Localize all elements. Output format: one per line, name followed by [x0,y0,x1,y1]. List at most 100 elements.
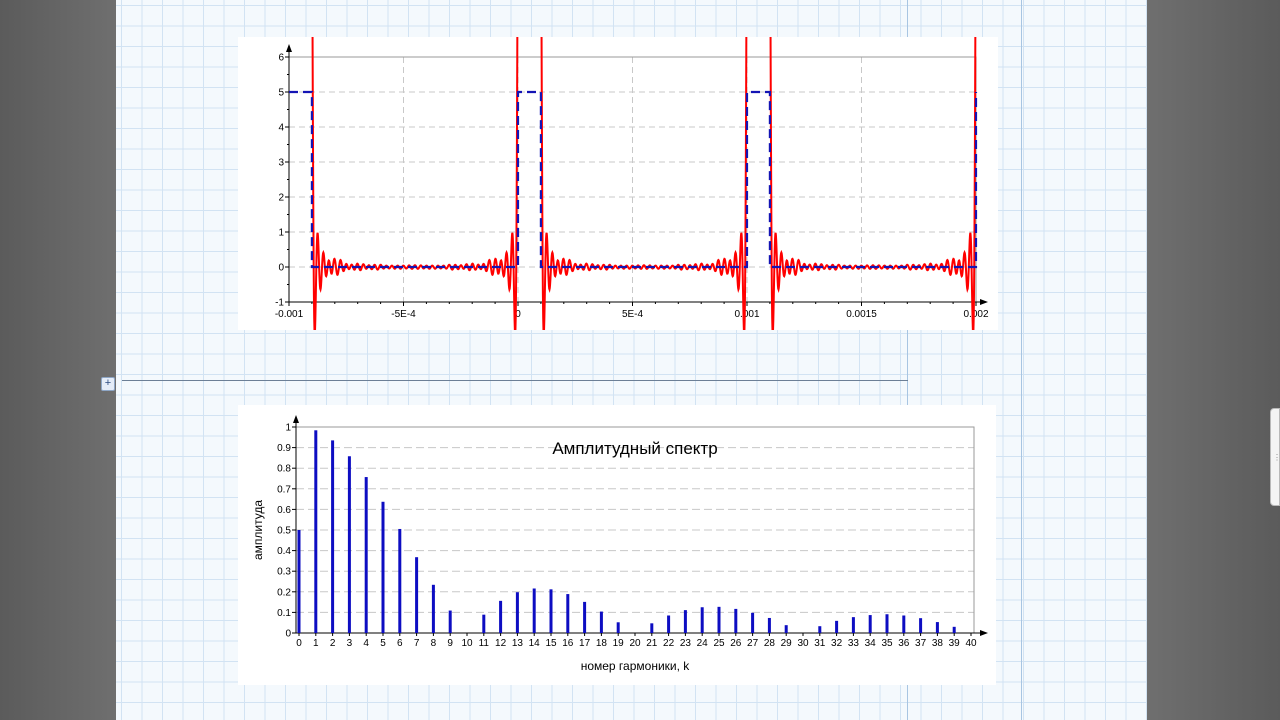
x-axis-arrow [980,630,988,636]
spectrum-bar [784,625,788,633]
spectrum-bar [616,622,620,633]
y-axis-label: амплитуда [251,500,265,560]
x-tick-label: 35 [881,638,893,649]
x-tick-label: 23 [680,638,692,649]
spectrum-bar [448,610,452,633]
y-tick-label: 6 [278,53,284,64]
x-tick-label: 0.0015 [846,309,877,320]
x-tick-label: 8 [431,638,437,649]
spectrum-bar [347,456,351,633]
x-tick-label: 20 [629,638,641,649]
y-tick-label: 1 [278,228,284,239]
x-tick-label: 0.001 [734,309,759,320]
page-boundary-line-right [1021,0,1022,720]
x-tick-label: 22 [663,638,675,649]
x-tick-label: 17 [579,638,591,649]
scroll-handle[interactable]: ⋮ [1270,408,1280,506]
x-tick-label: -0.001 [275,309,304,320]
spectrum-bar [482,614,486,633]
x-tick-label: 27 [747,638,759,649]
x-tick-label: -5E-4 [391,309,416,320]
pulse-signal-line [289,90,978,269]
x-tick-label: 18 [596,638,608,649]
x-tick-label: 5 [380,638,386,649]
y-tick-label: 0.4 [277,546,291,557]
spectrum-bar [935,622,939,633]
spectrum-bar [734,608,738,633]
x-tick-label: 19 [613,638,625,649]
y-tick-label: 0.6 [277,505,291,516]
x-tick-label: 9 [447,638,453,649]
x-tick-label: 12 [495,638,507,649]
y-axis-arrow [293,415,299,423]
region-separator [122,380,908,381]
fourier-series-line [311,37,977,330]
spectrum-bar [431,584,435,633]
amplitude-spectrum-plot-svg: 00.10.20.30.40.50.60.70.80.910 1 2 3 4 5 6 7 8 9 1… [251,415,988,673]
x-tick-label: 36 [898,638,910,649]
x-tick-label: 37 [915,638,927,649]
x-tick-label: 40 [965,638,977,649]
x-tick-label: 33 [848,638,860,649]
x-tick-label: 0 [296,638,302,649]
y-tick-label: 5 [278,88,284,99]
spectrum-bar [364,477,368,633]
x-tick-label: 3 [347,638,353,649]
x-tick-label: 2 [330,638,336,649]
x-tick-label: 31 [814,638,826,649]
spectrum-bar [314,430,318,633]
x-tick-label: 13 [512,638,524,649]
spectrum-bar [583,601,587,633]
spectrum-bar [885,614,889,633]
spectrum-bar [331,440,335,633]
x-tick-label: 38 [932,638,944,649]
x-tick-label: 24 [697,638,709,649]
spectrum-bar [515,592,519,633]
x-tick-label: 34 [865,638,877,649]
spectrum-bar [297,530,301,633]
x-tick-label: 16 [562,638,574,649]
spectrum-bar [851,617,855,633]
y-tick-label: 0.8 [277,464,291,475]
page-boundary-line [907,0,908,720]
spectrum-bar [667,615,671,633]
chart-title: Амплитудный спектр [552,439,717,458]
spectrum-bar [381,501,385,633]
x-tick-label: 28 [764,638,776,649]
y-tick-label: 0 [278,263,284,274]
fourier-series-plot-svg: -0.001 -5E-4 0 5E-4 0.001 0.0015 0.002 -1 0 1 2 3 4 5… [275,37,989,330]
spectrum-bar [683,610,687,633]
x-tick-label: 7 [414,638,420,649]
x-tick-label: 0 [515,309,521,320]
spectrum-bar [532,588,536,633]
spectrum-bar [599,611,603,633]
fourier-series-plot[interactable]: -0.001 -5E-4 0 5E-4 0.001 0.0015 0.002 -1 0 1 2 3 4 5… [238,37,998,330]
y-tick-label: 3 [278,158,284,169]
spectrum-bar [549,589,553,633]
y-tick-label: 0.2 [277,587,291,598]
amplitude-spectrum-plot[interactable]: 0 0.1 0.2 0.3 0.4 0.5 0.6 0.7 0.8 0.9 1 0 1 2 3 4 5 6 7 8 9 1… [238,405,996,685]
x-tick-label: 0.002 [963,309,988,320]
x-tick-label: 5E-4 [622,309,644,320]
spectrum-bar [415,557,419,633]
y-tick-label: 0 [285,629,291,640]
x-tick-label: 39 [949,638,961,649]
spectrum-bar [717,606,721,633]
x-tick-label: 26 [730,638,742,649]
x-tick-label: 11 [479,638,490,649]
spectrum-bar [835,620,839,633]
spectrum-bar [868,615,872,633]
y-tick-label: -1 [275,298,284,309]
x-tick-label: 32 [831,638,843,649]
spectrum-bar [952,626,956,633]
y-tick-label: 4 [278,123,284,134]
x-tick-label: 4 [363,638,369,649]
y-tick-label: 0.5 [277,526,291,537]
y-tick-label: 1 [285,423,291,434]
x-tick-label: 30 [797,638,809,649]
expand-region-icon[interactable]: + [101,377,115,391]
spectrum-bar [818,626,822,633]
spectrum-bar [751,612,755,633]
x-tick-label: 6 [397,638,403,649]
x-tick-label: 21 [646,638,658,649]
